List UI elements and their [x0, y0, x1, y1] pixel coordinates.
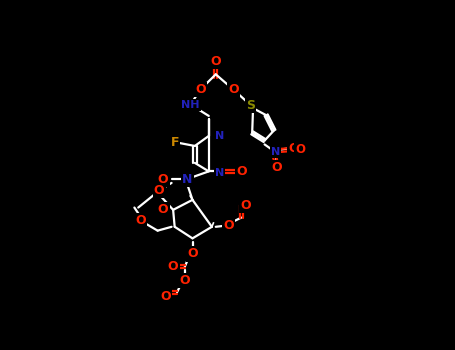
Text: S: S	[246, 99, 255, 112]
Text: O: O	[223, 219, 234, 232]
Text: O: O	[240, 199, 251, 212]
Text: O: O	[289, 142, 299, 155]
Text: O: O	[158, 203, 168, 216]
Text: O: O	[135, 214, 146, 227]
Text: F: F	[171, 135, 179, 149]
Text: O: O	[271, 161, 282, 174]
Text: O: O	[160, 289, 171, 303]
Text: O: O	[210, 55, 221, 68]
Text: O: O	[228, 83, 239, 96]
Text: O: O	[158, 173, 168, 186]
Text: O: O	[187, 247, 198, 260]
Text: O: O	[195, 83, 206, 96]
Text: N: N	[215, 131, 224, 141]
Text: N: N	[271, 147, 280, 157]
Text: O: O	[236, 165, 247, 178]
Text: O: O	[179, 274, 190, 287]
Text: N: N	[215, 168, 224, 178]
Text: NH: NH	[181, 100, 199, 110]
Text: N: N	[182, 173, 192, 186]
Text: O: O	[154, 184, 165, 197]
Text: O: O	[168, 260, 178, 273]
Text: O: O	[295, 143, 305, 156]
